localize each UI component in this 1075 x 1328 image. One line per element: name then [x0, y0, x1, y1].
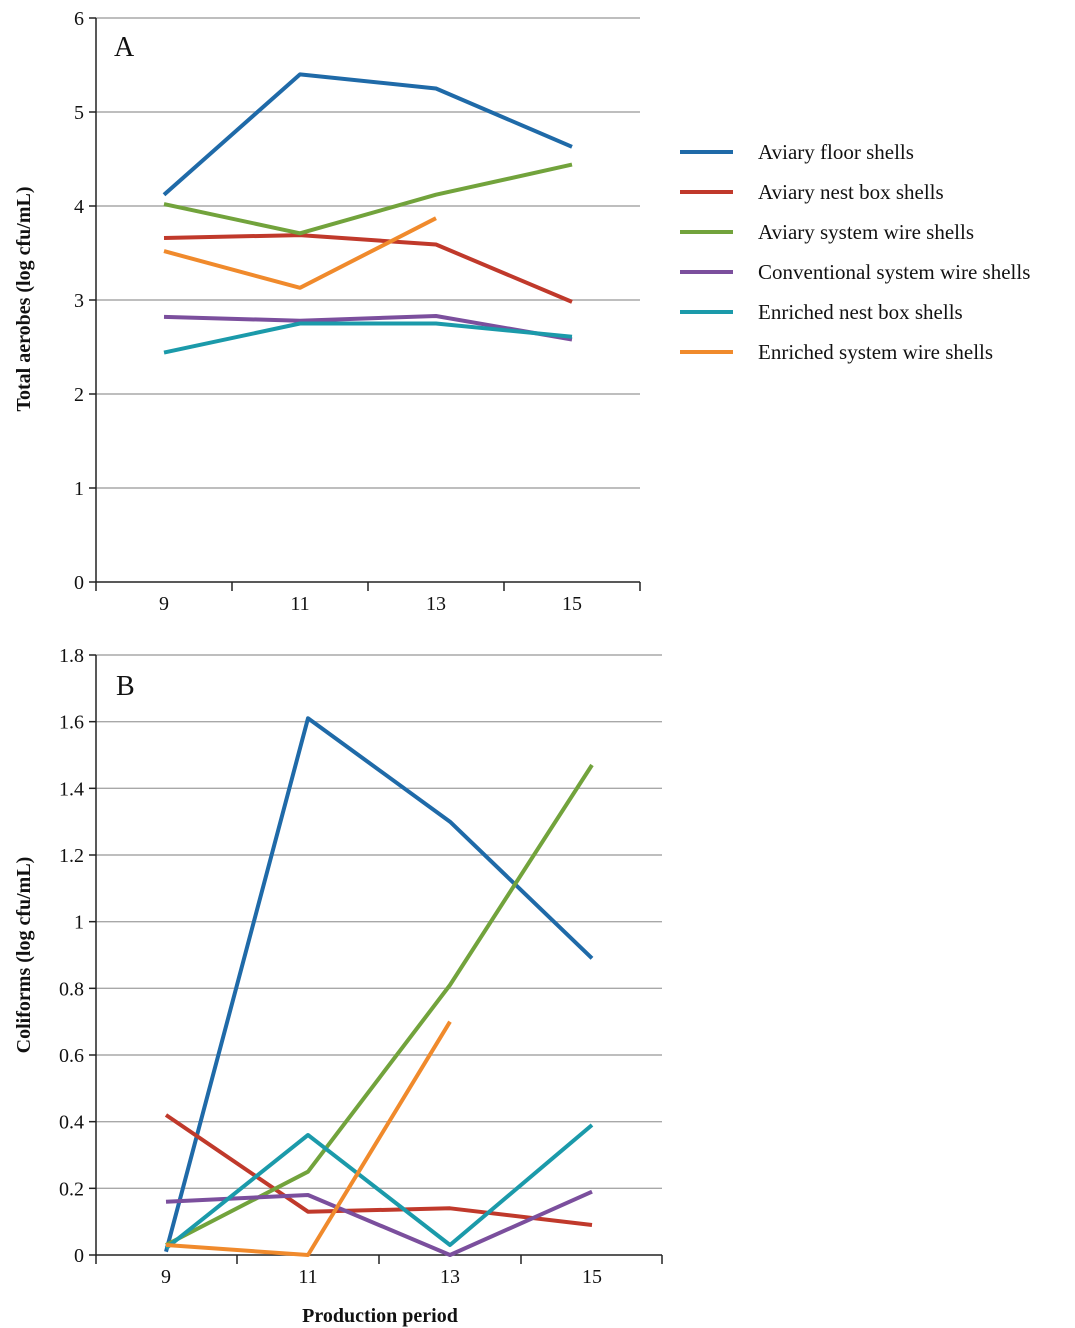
panel-b-y-tick-label: 0 [74, 1245, 84, 1267]
panel-b-series-line-aviary-system-wire-shells [165, 763, 594, 1247]
panel-b-x-tick-label: 15 [582, 1266, 602, 1288]
panel-b-x-tick-label: 9 [161, 1266, 171, 1288]
legend: Aviary floor shells Aviary nest box shell… [680, 140, 1030, 364]
panel-b-series-line-enriched-nest-box-shells [164, 1123, 594, 1250]
panel-a-series-line-enriched-system-wire-shells [163, 216, 437, 290]
panel-a-series-line-aviary-nest-box-shells [163, 233, 573, 304]
panel-b-x-tick-label: 13 [440, 1266, 460, 1288]
legend-label-aviary-floor-shells: Aviary floor shells [758, 140, 914, 164]
panel-b-y-tick-label: 0.4 [59, 1112, 84, 1134]
panel-a-x-tick-label: 15 [562, 593, 582, 615]
panel-a-y-tick-label: 0 [74, 572, 84, 594]
panel-a-y-axis-title: Total aerobes (log cfu/mL) [13, 187, 35, 412]
panel-b-y-tick-label: 0.8 [59, 978, 84, 1000]
panel-a-chart: A Total aerobes (log cfu/mL) 0 1 2 3 4 5 6 9 11 1… [13, 8, 641, 615]
legend-label-conventional-system-wire-shells: Conventional system wire shells [758, 260, 1030, 284]
panel-b-label: B [116, 671, 135, 702]
panel-a-x-tick-label: 11 [290, 593, 309, 615]
panel-a-y-tick-label: 2 [74, 384, 84, 406]
panel-b-y-tick-label: 1 [74, 912, 84, 934]
panel-b-y-tick-label: 1.2 [59, 845, 84, 867]
panel-a-series-line-aviary-floor-shells [162, 72, 573, 197]
panel-a-x-tick-label: 13 [426, 593, 446, 615]
panel-b-chart: B Coliforms (log cfu/mL) Production peri… [13, 645, 663, 1327]
panel-b-x-tick-label: 11 [298, 1266, 317, 1288]
panel-a-series-line-enriched-nest-box-shells [163, 321, 573, 355]
panel-a-series-line-aviary-system-wire-shells [163, 162, 573, 236]
panel-b-series-line-aviary-floor-shells [164, 716, 594, 1253]
panel-a-y-tick-label: 4 [74, 196, 84, 218]
panel-a-y-tick-label: 1 [74, 478, 84, 500]
legend-label-aviary-system-wire-shells: Aviary system wire shells [758, 220, 974, 244]
panel-b-x-axis-title: Production period [302, 1305, 458, 1327]
panel-b-y-axis-title: Coliforms (log cfu/mL) [13, 857, 35, 1054]
panel-a-label: A [114, 32, 135, 63]
panel-a-series-line-conventional-system-wire-shells [163, 314, 573, 342]
panel-b-series-line-aviary-nest-box-shells [164, 1113, 593, 1227]
panel-a-y-tick-label: 5 [74, 102, 84, 124]
legend-label-aviary-nest-box-shells: Aviary nest box shells [758, 180, 944, 204]
panel-b-y-tick-label: 1.4 [59, 778, 84, 800]
panel-b-series-line-conventional-system-wire-shells [165, 1189, 593, 1257]
panel-a-y-tick-label: 6 [74, 8, 84, 30]
panel-b-y-tick-label: 0.6 [59, 1045, 84, 1067]
panel-b-y-tick-label: 1.8 [59, 645, 84, 667]
panel-b-series-line-enriched-system-wire-shells [165, 1020, 452, 1257]
panel-b-y-tick-label: 1.6 [59, 712, 84, 734]
legend-label-enriched-system-wire-shells: Enriched system wire shells [758, 340, 993, 364]
panel-b-y-tick-label: 0.2 [59, 1178, 84, 1200]
panel-a-y-tick-label: 3 [74, 290, 84, 312]
legend-label-enriched-nest-box-shells: Enriched nest box shells [758, 300, 963, 324]
panel-a-x-tick-label: 9 [159, 593, 169, 615]
